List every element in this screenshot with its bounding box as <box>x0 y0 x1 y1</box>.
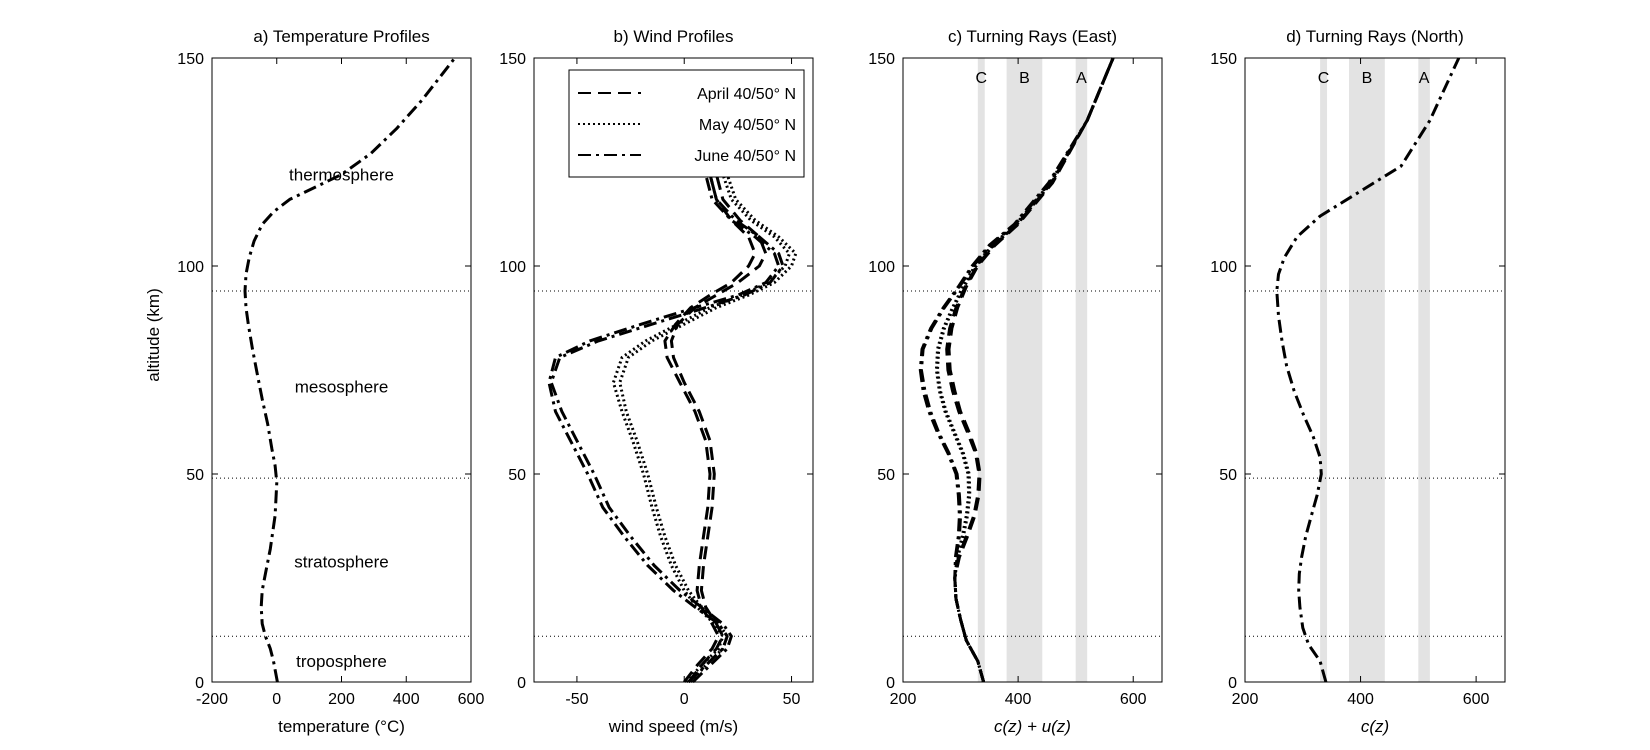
legend-label: June 40/50° N <box>694 148 796 165</box>
x-tick-label: -200 <box>196 691 228 708</box>
x-tick-label: 50 <box>783 691 801 708</box>
chart-title: d) Turning Rays (North) <box>1286 27 1464 46</box>
legend-label: April 40/50° N <box>697 86 796 103</box>
band-label: B <box>1019 70 1030 87</box>
x-tick-label: 200 <box>328 691 355 708</box>
x-axis-label: c(z) <box>1361 717 1389 736</box>
shaded-band <box>1320 58 1328 682</box>
y-tick-label: 50 <box>877 467 895 484</box>
series-line <box>918 57 1115 683</box>
region-label: troposphere <box>296 652 387 671</box>
region-label: stratosphere <box>294 552 389 571</box>
band-label: A <box>1419 70 1430 87</box>
y-tick-label: 150 <box>1210 51 1237 68</box>
shaded-band <box>1075 58 1088 682</box>
x-tick-label: 600 <box>458 691 485 708</box>
y-tick-label: 50 <box>1219 467 1237 484</box>
y-tick-label: 150 <box>499 51 526 68</box>
x-tick-label: 0 <box>680 691 689 708</box>
x-tick-label: 400 <box>1005 691 1032 708</box>
shaded-band <box>977 58 985 682</box>
shaded-band <box>1006 58 1043 682</box>
series-line <box>1275 57 1461 683</box>
y-tick-label: 100 <box>1210 259 1237 276</box>
y-tick-label: 100 <box>177 259 204 276</box>
y-tick-label: 50 <box>186 467 204 484</box>
x-axis-label: c(z) + u(z) <box>994 717 1071 736</box>
y-tick-label: 50 <box>508 467 526 484</box>
series-line <box>243 57 456 683</box>
series-line <box>618 174 798 684</box>
y-tick-label: 0 <box>1228 675 1237 692</box>
x-tick-label: 600 <box>1120 691 1147 708</box>
x-tick-label: 600 <box>1463 691 1490 708</box>
plot-frame <box>1244 57 1506 683</box>
shaded-band <box>1418 58 1430 682</box>
chart-title: c) Turning Rays (East) <box>948 27 1117 46</box>
y-tick-label: 150 <box>177 51 204 68</box>
legend-label: May 40/50° N <box>699 117 796 134</box>
y-tick-label: 0 <box>195 675 204 692</box>
y-tick-label: 150 <box>868 51 895 68</box>
y-tick-label: 0 <box>517 675 526 692</box>
y-tick-label: 100 <box>868 259 895 276</box>
y-tick-label: 100 <box>499 259 526 276</box>
plot-frame <box>902 57 1163 683</box>
plot-frame <box>533 57 814 683</box>
x-tick-label: 0 <box>272 691 281 708</box>
chart-title: b) Wind Profiles <box>614 27 734 46</box>
band-label: B <box>1362 70 1373 87</box>
region-label: thermosphere <box>289 165 394 184</box>
series-line <box>549 174 785 684</box>
band-label: A <box>1076 70 1087 87</box>
band-label: C <box>1318 70 1330 87</box>
y-tick-label: 0 <box>886 675 895 692</box>
x-tick-label: 200 <box>1232 691 1259 708</box>
x-tick-label: 400 <box>1347 691 1374 708</box>
series-line <box>934 57 1115 683</box>
series-line <box>611 174 791 684</box>
x-tick-label: 400 <box>393 691 420 708</box>
x-axis-label: temperature (°C) <box>278 717 405 736</box>
band-label: C <box>975 70 987 87</box>
series-line <box>547 174 781 684</box>
chart-title: a) Temperature Profiles <box>253 27 429 46</box>
x-tick-label: 200 <box>890 691 917 708</box>
shaded-band <box>1349 58 1385 682</box>
series-line <box>663 174 757 683</box>
y-axis-label: altitude (km) <box>144 288 163 382</box>
series-line <box>669 174 768 683</box>
x-tick-label: -50 <box>565 691 588 708</box>
region-label: mesosphere <box>295 378 389 397</box>
plot-frame <box>211 57 472 683</box>
x-axis-label: wind speed (m/s) <box>608 717 738 736</box>
